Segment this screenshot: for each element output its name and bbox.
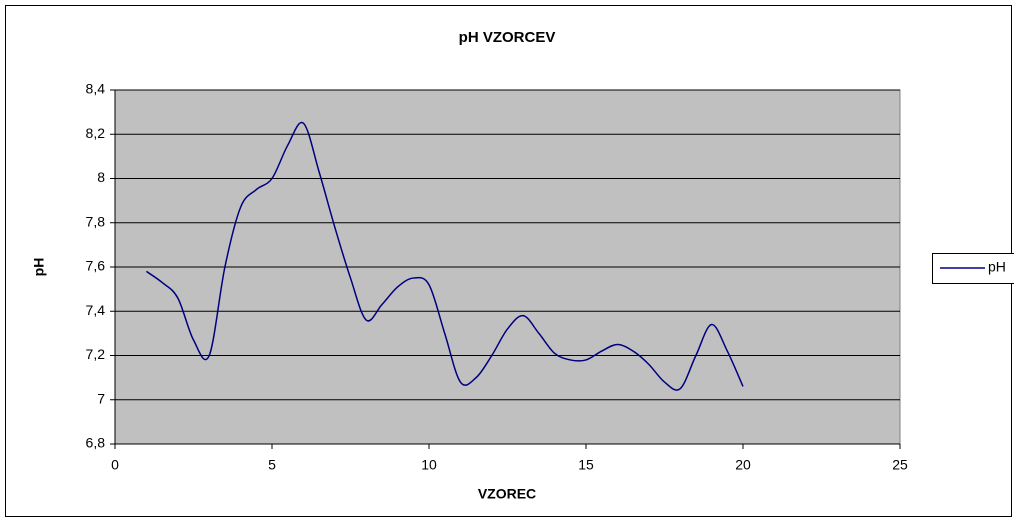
y-tick-label: 7,6	[86, 258, 106, 274]
x-tick-label: 15	[578, 457, 594, 473]
x-tick-label: 10	[421, 457, 437, 473]
y-tick-label: 7,8	[86, 213, 106, 229]
x-tick-label: 25	[892, 457, 908, 473]
x-axis-label: VZOREC	[478, 486, 536, 502]
y-tick-label: 8,2	[86, 125, 106, 141]
y-tick-label: 8	[97, 169, 105, 185]
y-tick-label: 7,2	[86, 346, 106, 362]
y-axis-label: pH	[31, 258, 47, 277]
y-tick-label: 7,4	[86, 302, 106, 318]
y-tick-label: 6,8	[86, 435, 106, 451]
x-tick-label: 20	[735, 457, 751, 473]
y-tick-label: 7	[97, 390, 105, 406]
legend-label: pH	[988, 259, 1006, 275]
x-tick-label: 5	[268, 457, 276, 473]
chart-title: pH VZORCEV	[459, 29, 556, 46]
y-tick-label: 8,4	[86, 81, 106, 97]
x-tick-label: 0	[111, 457, 119, 473]
